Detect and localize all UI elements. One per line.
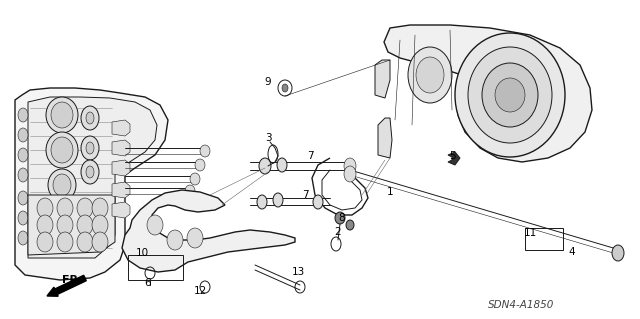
Ellipse shape [455,33,565,157]
Ellipse shape [81,106,99,130]
Ellipse shape [18,231,28,245]
Text: 1: 1 [387,187,394,197]
Ellipse shape [18,148,28,162]
Ellipse shape [195,159,205,171]
Ellipse shape [92,215,108,235]
Polygon shape [112,140,130,156]
Bar [525,228,563,250]
Text: 8: 8 [339,213,346,223]
Polygon shape [122,190,295,272]
Ellipse shape [57,198,73,218]
Text: 10: 10 [136,248,148,258]
Text: 7: 7 [307,151,314,161]
Polygon shape [378,118,392,158]
Text: 13: 13 [291,267,305,277]
Ellipse shape [257,195,267,209]
Ellipse shape [18,191,28,205]
Polygon shape [28,97,157,258]
Ellipse shape [313,195,323,209]
Polygon shape [112,202,130,218]
Ellipse shape [86,166,94,178]
Ellipse shape [57,215,73,235]
Ellipse shape [46,132,78,168]
Ellipse shape [57,232,73,252]
Ellipse shape [46,97,78,133]
Ellipse shape [81,160,99,184]
Ellipse shape [416,57,444,93]
Ellipse shape [468,47,552,143]
Ellipse shape [51,137,73,163]
Ellipse shape [86,142,94,154]
Ellipse shape [18,128,28,142]
Ellipse shape [612,245,624,261]
Ellipse shape [48,169,76,201]
Ellipse shape [482,63,538,127]
Ellipse shape [185,185,195,197]
Text: 4: 4 [569,247,575,257]
Polygon shape [384,25,592,162]
Ellipse shape [77,215,93,235]
Polygon shape [448,152,460,165]
Polygon shape [15,88,168,280]
Ellipse shape [81,136,99,160]
Ellipse shape [77,198,93,218]
Polygon shape [28,195,115,255]
Ellipse shape [92,198,108,218]
Text: 3: 3 [265,133,271,143]
FancyArrow shape [47,275,86,296]
Ellipse shape [92,232,108,252]
Ellipse shape [190,173,200,185]
Ellipse shape [51,102,73,128]
Ellipse shape [37,198,53,218]
Text: 11: 11 [524,228,536,238]
Ellipse shape [18,108,28,122]
Ellipse shape [495,78,525,112]
Ellipse shape [259,158,271,174]
Ellipse shape [187,228,203,248]
Text: 5: 5 [449,151,455,161]
Text: FR.: FR. [62,275,83,285]
Polygon shape [375,60,390,98]
Text: 12: 12 [193,286,207,296]
Ellipse shape [167,230,183,250]
Ellipse shape [53,174,71,196]
Ellipse shape [408,47,452,103]
Ellipse shape [335,212,345,224]
Ellipse shape [86,112,94,124]
Ellipse shape [277,158,287,172]
Ellipse shape [77,232,93,252]
Ellipse shape [37,215,53,235]
Text: 7: 7 [301,190,308,200]
Ellipse shape [200,145,210,157]
Text: 6: 6 [145,278,151,288]
Text: SDN4-A1850: SDN4-A1850 [488,300,554,310]
Ellipse shape [344,158,356,174]
Polygon shape [112,182,130,198]
Ellipse shape [282,84,288,92]
Text: 9: 9 [265,77,271,87]
Polygon shape [112,160,130,176]
Ellipse shape [346,220,354,230]
Ellipse shape [147,215,163,235]
Ellipse shape [37,232,53,252]
Bar [128,255,183,280]
Ellipse shape [344,166,356,182]
Ellipse shape [273,193,283,207]
Ellipse shape [18,168,28,182]
Text: 2: 2 [335,227,341,237]
Ellipse shape [18,211,28,225]
Polygon shape [112,120,130,136]
